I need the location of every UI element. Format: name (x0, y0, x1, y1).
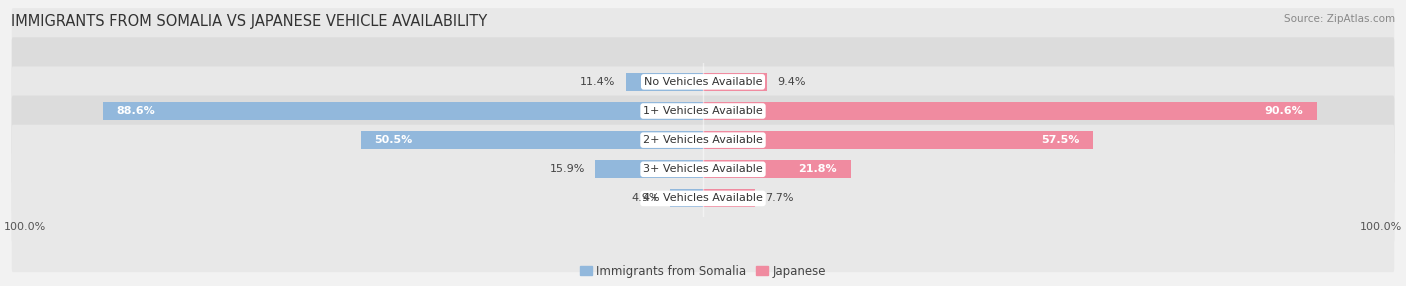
Bar (669, 189, 703, 207)
Text: 9.4%: 9.4% (778, 77, 806, 87)
Bar (361, 131, 703, 149)
Text: 4.9%: 4.9% (631, 193, 659, 203)
Legend: Immigrants from Somalia, Japanese: Immigrants from Somalia, Japanese (575, 260, 831, 283)
Text: 57.5%: 57.5% (1040, 135, 1080, 145)
Text: 7.7%: 7.7% (765, 193, 794, 203)
Text: 11.4%: 11.4% (581, 77, 616, 87)
Text: 90.6%: 90.6% (1264, 106, 1303, 116)
FancyBboxPatch shape (11, 66, 1395, 214)
Text: 50.5%: 50.5% (374, 135, 412, 145)
Bar (595, 160, 703, 178)
Bar (703, 160, 851, 178)
Text: 3+ Vehicles Available: 3+ Vehicles Available (643, 164, 763, 174)
Text: 21.8%: 21.8% (799, 164, 837, 174)
Text: No Vehicles Available: No Vehicles Available (644, 77, 762, 87)
FancyBboxPatch shape (11, 37, 1395, 185)
Text: 15.9%: 15.9% (550, 164, 585, 174)
FancyBboxPatch shape (11, 125, 1395, 272)
Bar (626, 73, 703, 91)
Text: 2+ Vehicles Available: 2+ Vehicles Available (643, 135, 763, 145)
Bar (703, 73, 766, 91)
Bar (703, 131, 1092, 149)
Bar (103, 102, 703, 120)
FancyBboxPatch shape (11, 96, 1395, 243)
Text: 1+ Vehicles Available: 1+ Vehicles Available (643, 106, 763, 116)
FancyBboxPatch shape (11, 8, 1395, 156)
Text: 88.6%: 88.6% (117, 106, 155, 116)
Text: 4+ Vehicles Available: 4+ Vehicles Available (643, 193, 763, 203)
Bar (703, 189, 755, 207)
Text: Source: ZipAtlas.com: Source: ZipAtlas.com (1284, 14, 1395, 24)
Text: IMMIGRANTS FROM SOMALIA VS JAPANESE VEHICLE AVAILABILITY: IMMIGRANTS FROM SOMALIA VS JAPANESE VEHI… (11, 14, 488, 29)
Bar (703, 102, 1317, 120)
